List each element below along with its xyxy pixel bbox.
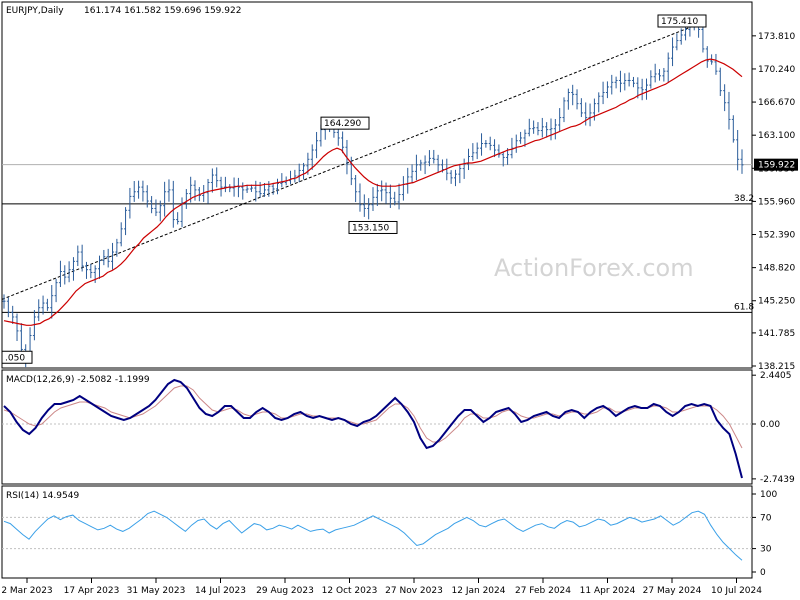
price-tick-label: 163.100 (758, 131, 795, 141)
price-tick-label: 141.785 (758, 329, 795, 339)
macd-pane-frame (1, 369, 753, 485)
price-tick-label: 152.390 (758, 231, 795, 241)
macd-tick-label: 2.4405 (760, 371, 792, 381)
price-annotation-box (320, 116, 370, 130)
price-annotation-label: 153.150 (352, 223, 389, 233)
price-layer: 38.2 61.8 175.410 164.290 153.150 .050 (1, 14, 754, 368)
rsi-layer (2, 510, 752, 561)
x-tick-label: 2 Mar 2023 (1, 586, 52, 596)
price-tick-label: 166.670 (758, 98, 795, 108)
fib-level-label: 61.8 (734, 302, 754, 312)
x-tick-label: 14 Jul 2023 (195, 586, 246, 596)
x-tick-label: 17 Apr 2023 (64, 586, 120, 596)
x-tick-label: 11 Apr 2024 (580, 586, 636, 596)
rsi-tick-label: 0 (760, 568, 766, 578)
x-tick-label: 10 Jul 2024 (711, 586, 762, 596)
moving-average-line (3, 58, 743, 326)
price-annotation-label: 175.410 (661, 17, 698, 27)
rsi-label: RSI(14) 14.9549 (6, 491, 79, 501)
x-tick-label: 31 May 2023 (127, 586, 186, 596)
x-tick-label: 27 May 2024 (643, 586, 702, 596)
current-price-label: 159.922 (758, 161, 795, 171)
x-tick-label: 27 Nov 2023 (385, 586, 443, 596)
macd-tick-label: -2.7439 (760, 475, 795, 485)
x-tick-label: 12 Jan 2024 (452, 586, 506, 596)
price-annotation-box (657, 14, 707, 28)
rsi-tick-label: 100 (760, 490, 777, 500)
price-tick-label: 138.215 (758, 362, 795, 372)
macd-layer (2, 378, 752, 479)
rsi-tick-label: 70 (760, 513, 772, 523)
x-tick-label: 12 Oct 2023 (322, 586, 378, 596)
rsi-line (3, 510, 743, 561)
chart-title: EURJPY,Daily (6, 6, 64, 16)
x-tick-label: 29 Aug 2023 (256, 586, 314, 596)
ohlc-header: 161.174 161.582 159.696 159.922 (84, 6, 241, 16)
macd-tick-label: 0.00 (760, 420, 780, 430)
price-tick-label: 170.240 (758, 65, 795, 75)
current-price-box (754, 158, 798, 171)
rsi-tick-label: 30 (760, 545, 772, 555)
macd-signal-line (3, 385, 743, 449)
macd-main-line (3, 378, 743, 479)
fib-level-label: 38.2 (734, 194, 754, 204)
price-tick-label: 145.250 (758, 297, 795, 307)
watermark: ActionForex.com (494, 254, 694, 282)
price-annotation-label: 164.290 (324, 119, 361, 129)
x-tick-label: 27 Feb 2024 (515, 586, 571, 596)
axis-layer: 173.810170.240166.670163.100159.530155.9… (1, 32, 798, 596)
price-annotation-box (348, 220, 398, 234)
trend-channel-line (1, 20, 707, 300)
price-annotation-label: .050 (5, 353, 25, 363)
price-tick-label: 155.960 (758, 197, 795, 207)
macd-label: MACD(12,26,9) -2.5082 -1.1999 (6, 375, 150, 385)
rsi-pane-frame (1, 485, 753, 579)
price-annotation-box (1, 350, 33, 364)
price-tick-label: 148.820 (758, 264, 795, 274)
price-tick-label: 173.810 (758, 32, 795, 42)
